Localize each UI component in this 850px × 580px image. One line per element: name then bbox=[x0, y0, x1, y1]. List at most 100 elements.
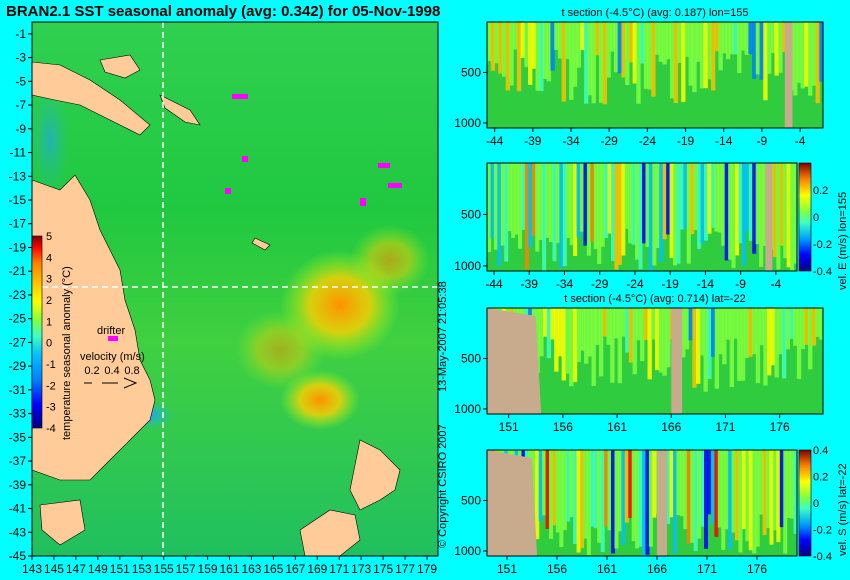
vel_s_section-x-tick-label: 151 bbox=[497, 562, 517, 576]
map-y-tick-label: -17 bbox=[9, 217, 27, 231]
t_section_lat-column bbox=[696, 308, 701, 384]
t_section_lon-column bbox=[490, 22, 496, 71]
vel_s_section-column bbox=[700, 450, 705, 527]
t_section_lat-column bbox=[703, 308, 708, 392]
t_section_lat-column bbox=[800, 308, 805, 350]
vel_e_section-column bbox=[611, 163, 616, 261]
vel_s_section-column bbox=[752, 450, 757, 554]
vel_e_section-column bbox=[518, 163, 523, 249]
vel_s_section-column bbox=[590, 450, 595, 527]
t_section_lon-column bbox=[781, 22, 787, 52]
map-x-tick-label: 143 bbox=[22, 562, 42, 576]
vel_s_section-column bbox=[690, 450, 695, 543]
t_section_lat-column bbox=[774, 308, 779, 378]
drifter-track bbox=[242, 156, 248, 162]
t_section_lon-column bbox=[501, 22, 507, 77]
map-x-tick-label: 149 bbox=[88, 562, 108, 576]
t_section_lat-column bbox=[699, 308, 705, 356]
t_section_lat-column bbox=[744, 308, 749, 358]
t_section_lat-frame bbox=[486, 307, 824, 415]
t_section_lon-column bbox=[599, 22, 604, 103]
t_section_lon-column bbox=[658, 22, 664, 62]
map-y-tick-label: -21 bbox=[9, 264, 27, 278]
velocity-legend-tick: 0.2 bbox=[84, 365, 99, 377]
map-y-tick-label: -39 bbox=[9, 478, 27, 492]
vel_s_section-column bbox=[583, 450, 588, 539]
map-colorbar-tick-label: 3 bbox=[46, 274, 52, 286]
vel_e_section-column bbox=[790, 163, 795, 271]
vel_e_section-column bbox=[686, 163, 691, 264]
vel_s_section-column bbox=[648, 450, 653, 547]
vel_e_section-x-tick-label: -9 bbox=[735, 277, 746, 291]
map-colorbar bbox=[31, 235, 43, 429]
vel_s_section-x-tick-label: 161 bbox=[597, 562, 617, 576]
main-title: BRAN2.1 SST seasonal anomaly (avg: 0.342… bbox=[6, 3, 440, 20]
t_section_lon-column bbox=[651, 22, 656, 97]
t_section_lon-x-tick-label: -29 bbox=[601, 134, 619, 148]
t_section_lon-column bbox=[528, 22, 533, 85]
map-colorbar-tick-label: 5 bbox=[46, 231, 52, 243]
vel_s_section-column bbox=[693, 450, 698, 551]
t_section_lat-column bbox=[781, 308, 787, 379]
vel_s_section-column bbox=[790, 450, 795, 519]
land-new-guinea bbox=[31, 61, 151, 136]
vel_s_section-column bbox=[562, 450, 567, 531]
t_section_lon-column bbox=[796, 22, 802, 83]
vel_e_section-column bbox=[490, 163, 495, 239]
land-solomon-islands bbox=[159, 94, 201, 126]
vel_s_section-column bbox=[783, 450, 788, 554]
vel_s_section-column bbox=[642, 450, 647, 556]
vel_s_section-column bbox=[766, 450, 771, 529]
map-x-tick-label: 155 bbox=[154, 562, 174, 576]
vel_e_section-column bbox=[735, 163, 740, 256]
vel_e_section-column bbox=[638, 163, 643, 270]
t_section_lat-column bbox=[737, 308, 742, 381]
vel_e_section-column bbox=[645, 163, 650, 247]
t_section_lon-column bbox=[793, 22, 798, 96]
vel_e_section-column bbox=[555, 163, 560, 243]
vel_e_section-column bbox=[731, 163, 736, 268]
t_section_lon-column bbox=[729, 22, 734, 55]
t_section_lon-column bbox=[569, 22, 574, 100]
t_section_lon-column bbox=[494, 22, 499, 64]
t_section_lat-column bbox=[621, 308, 626, 337]
vel_s_section-panel: 151 156 161 166 171 176 500 1000 0.4 0.2 0 -0.2 -0.4 bbox=[454, 445, 832, 576]
t_section_lat-column bbox=[804, 308, 809, 345]
vel_e_section-column bbox=[673, 163, 678, 266]
t_section_lon-column bbox=[531, 22, 537, 69]
vel_s_section-column bbox=[638, 450, 643, 547]
vel_e_section-column bbox=[562, 163, 567, 266]
t_section_lon-column bbox=[505, 22, 510, 91]
t_section_lon-column bbox=[572, 22, 578, 87]
vel_s_section-column bbox=[631, 450, 636, 542]
vel_e_section-column bbox=[590, 163, 595, 242]
t_section_lat-column bbox=[711, 308, 716, 357]
drifter-track bbox=[388, 183, 402, 188]
t_section_lon-column bbox=[513, 22, 518, 50]
t_section_lat-column bbox=[748, 308, 753, 357]
vel_e_section-column bbox=[552, 163, 557, 262]
t_section_lon-column bbox=[718, 22, 723, 71]
vel_s_section-colorbar bbox=[798, 449, 812, 557]
map-y-tick-label: -7 bbox=[15, 98, 26, 112]
vel_s_section-column bbox=[779, 450, 784, 528]
vel_s_section-column bbox=[745, 450, 750, 542]
t_section_lon-column bbox=[580, 22, 585, 51]
t_section_lat-column bbox=[662, 308, 667, 376]
vel_e_section-column bbox=[748, 163, 753, 241]
t_section_lon-column bbox=[737, 22, 742, 74]
t_section_lat-column bbox=[725, 308, 731, 340]
t_section_lat-column bbox=[572, 308, 578, 383]
t_section_lat-column bbox=[539, 308, 544, 357]
vel_e_section-column bbox=[493, 163, 498, 250]
t_section_lon-column bbox=[725, 22, 731, 60]
vel_s_section-column bbox=[597, 450, 602, 543]
vel_e_section-column bbox=[500, 163, 505, 246]
vel_s_section-column bbox=[717, 450, 722, 528]
vel_e_section-column bbox=[700, 163, 705, 244]
vel_s_section-column bbox=[545, 450, 550, 529]
t_section_lon-x-tick-label: -19 bbox=[677, 134, 695, 148]
vel_s_section-column bbox=[793, 450, 798, 534]
vel_s_section-column bbox=[535, 450, 540, 540]
